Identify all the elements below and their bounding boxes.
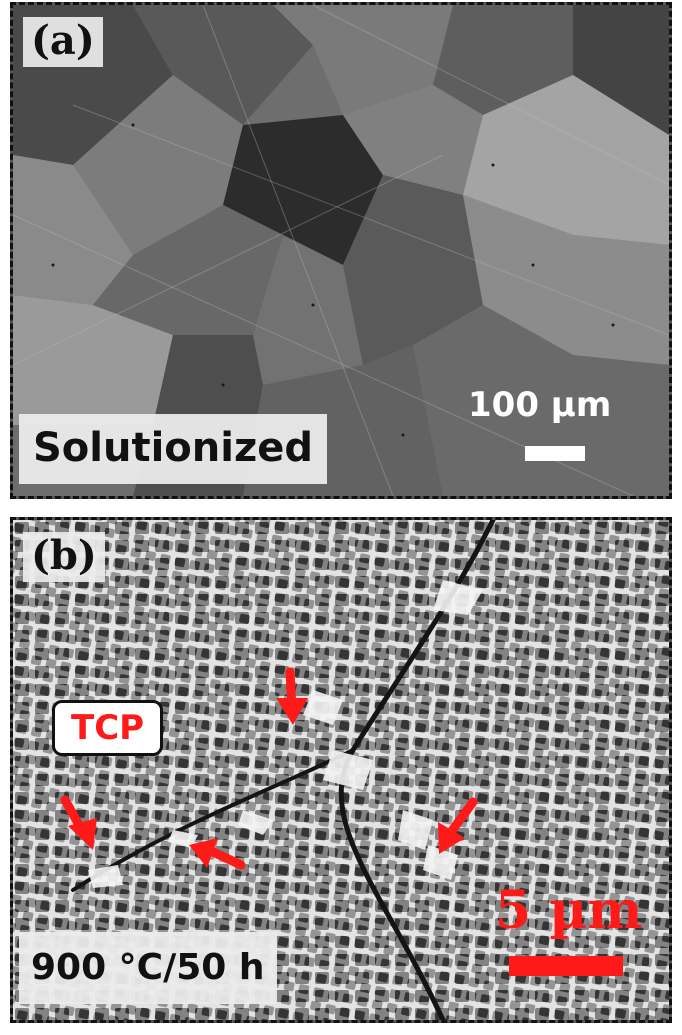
scale-bar-b <box>509 956 623 976</box>
panel-letter-a: (a) <box>23 17 103 67</box>
micrograph-panel-b: (b) TCP 900 °C/50 h 5 µm <box>10 517 672 1023</box>
scale-bar-label-a: 100 µm <box>468 385 612 425</box>
grain-structure-image <box>13 5 669 496</box>
condition-label-a: Solutionized <box>19 414 328 484</box>
scale-bar-label-b: 5 µm <box>495 880 643 941</box>
micrograph-panel-a: (a) Solutionized 100 µm <box>10 2 672 499</box>
tcp-annotation-label: TCP <box>52 700 164 756</box>
panel-letter-b: (b) <box>23 532 105 582</box>
scale-bar-a <box>525 446 585 461</box>
condition-label-b: 900 °C/50 h <box>19 932 277 1004</box>
